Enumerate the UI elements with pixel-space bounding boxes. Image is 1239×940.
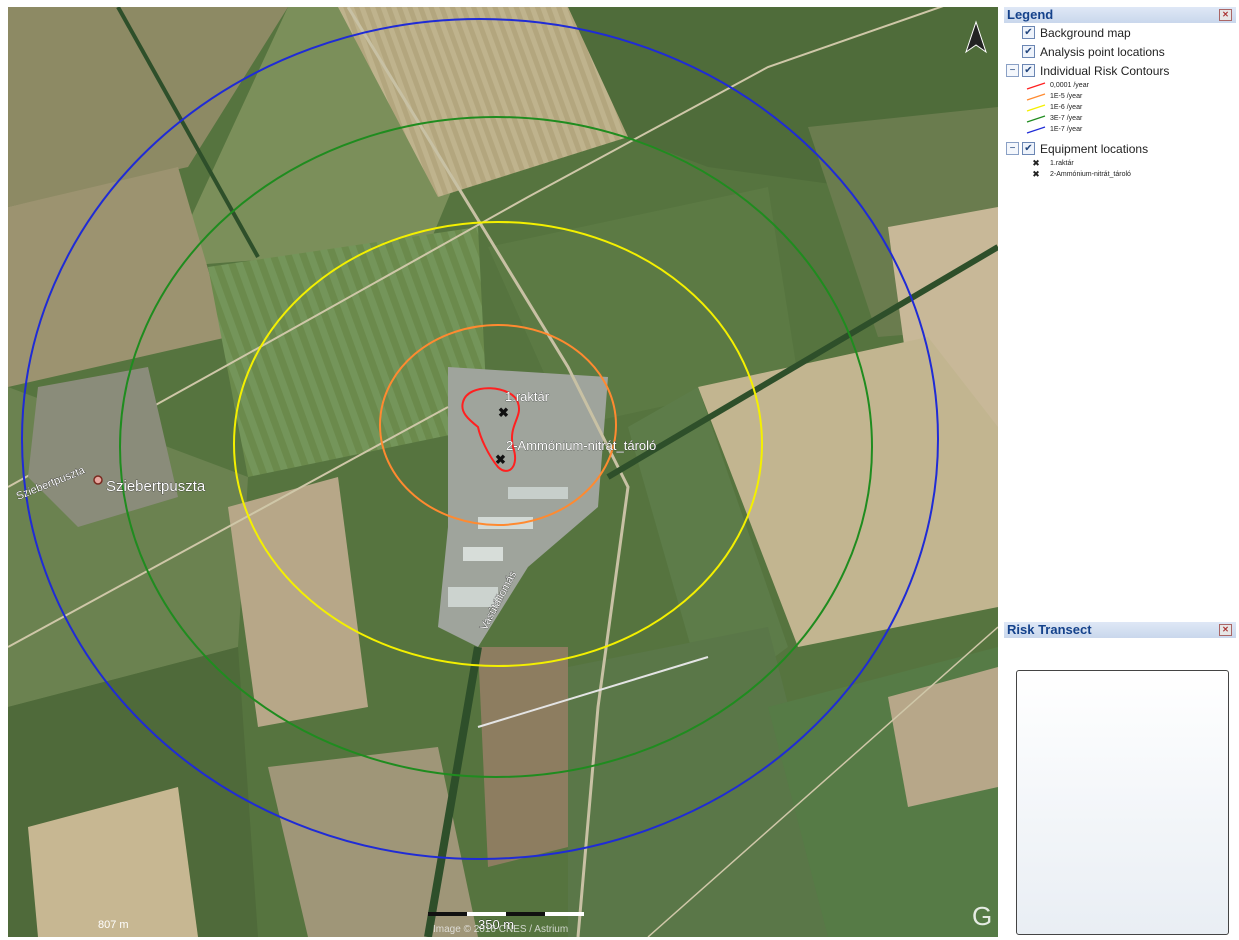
contour-label: 1E-5 /year [1050, 93, 1083, 100]
tree-line [606, 244, 998, 480]
contour-swatch [1026, 114, 1046, 123]
equipment-legend-entry: ✖ 1.raktár [1004, 158, 1236, 169]
field [268, 747, 478, 937]
building [508, 487, 568, 499]
place-label: Sziebertpuszta [106, 478, 206, 495]
legend-item-label: Equipment locations [1040, 141, 1149, 156]
legend-item-label: Individual Risk Contours [1040, 63, 1170, 78]
place-marker-icon [93, 475, 103, 485]
road [8, 406, 449, 648]
equipment-label: 1.raktár [1050, 160, 1074, 167]
field [888, 667, 998, 807]
village [28, 367, 178, 527]
checkbox[interactable]: ✔ [1022, 142, 1035, 155]
road [647, 626, 998, 937]
collapse-icon[interactable]: − [1006, 142, 1019, 155]
tree-line [424, 646, 482, 937]
building [478, 517, 533, 529]
contour-label: 3E-7 /year [1050, 115, 1083, 122]
road [477, 656, 709, 728]
equipment-marker-icon[interactable]: ✖ [498, 405, 509, 420]
equipment-label: 2-Ammónium-nitrát_tároló [1050, 171, 1131, 178]
contour-legend-entry: 1E-7 /year [1004, 124, 1236, 135]
transect-plot-area[interactable] [1016, 670, 1229, 935]
google-logo: G [972, 901, 992, 931]
transect-header: Risk Transect ✕ [1004, 622, 1236, 638]
contour-legend-entry: 1E-6 /year [1004, 102, 1236, 113]
contour-legend-entry: 3E-7 /year [1004, 113, 1236, 124]
field [208, 227, 488, 477]
satellite-map[interactable]: ✖ ✖ 1.raktár 2-Ammónium-nitrát_tároló Sz… [8, 7, 998, 937]
contour-1e-5 [379, 324, 617, 526]
field [8, 167, 228, 387]
legend-title: Legend [1007, 7, 1054, 22]
contour-1e-6 [233, 221, 763, 667]
scale-bar [428, 912, 584, 916]
field [478, 647, 568, 867]
equipment-label-1: 1.raktár [505, 389, 550, 404]
field [228, 477, 368, 727]
contour-swatch [1026, 81, 1046, 90]
equipment-label-2: 2-Ammónium-nitrát_tároló [506, 438, 656, 453]
road [346, 7, 630, 937]
transect-title: Risk Transect [1007, 622, 1092, 637]
attribution: Image © 2016 CNES / Astrium [433, 924, 568, 935]
scale-readout: 807 m [98, 919, 129, 931]
contour-swatch [1026, 125, 1046, 134]
legend-item-label: Analysis point locations [1040, 44, 1165, 59]
scale-bar-label: 350 m [478, 917, 514, 932]
checkbox[interactable]: ✔ [1022, 64, 1035, 77]
legend-item-background-map[interactable]: ✔ Background map [1004, 23, 1236, 42]
close-icon[interactable]: ✕ [1219, 9, 1232, 21]
equipment-legend-entry: ✖ 2-Ammónium-nitrát_tároló [1004, 169, 1236, 180]
road [8, 7, 944, 488]
checkbox[interactable]: ✔ [1022, 26, 1035, 39]
risk-transect-panel: Risk Transect ✕ [1004, 622, 1236, 938]
field [28, 787, 198, 937]
checkbox[interactable]: ✔ [1022, 45, 1035, 58]
legend-header: Legend ✕ [1004, 7, 1236, 23]
field [488, 187, 798, 427]
contour-label: 1E-7 /year [1050, 126, 1083, 133]
legend-item-risk-contours[interactable]: − ✔ Individual Risk Contours [1004, 61, 1236, 80]
contour-legend-entry: 1E-5 /year [1004, 91, 1236, 102]
building [463, 547, 503, 561]
contour-3e-7 [119, 116, 873, 778]
contour-swatch [1026, 92, 1046, 101]
tree-line [116, 7, 260, 258]
contour-label: 0,0001 /year [1050, 82, 1089, 89]
legend-item-equipment[interactable]: − ✔ Equipment locations [1004, 139, 1236, 158]
contour-swatch [1026, 103, 1046, 112]
field [628, 387, 788, 707]
contour-label: 1E-6 /year [1050, 104, 1083, 111]
field [8, 7, 288, 207]
legend-item-analysis-points[interactable]: ✔ Analysis point locations [1004, 42, 1236, 61]
field [338, 7, 628, 197]
building [448, 587, 498, 607]
contour-1e-4 [461, 387, 521, 472]
equipment-marker-icon[interactable]: ✖ [495, 452, 506, 467]
legend-panel: Legend ✕ ✔ Background map ✔ Analysis poi… [1004, 7, 1236, 242]
equipment-marker-icon: ✖ [1032, 158, 1040, 168]
north-arrow-icon [965, 20, 987, 54]
close-icon[interactable]: ✕ [1219, 624, 1232, 636]
map-canvas[interactable]: ✖ ✖ 1.raktár 2-Ammónium-nitrát_tároló Sz… [8, 7, 998, 937]
equipment-marker-icon: ✖ [1032, 169, 1040, 179]
legend-item-label: Background map [1040, 25, 1131, 40]
contour-1e-7 [21, 18, 939, 860]
contour-legend-entry: 0,0001 /year [1004, 80, 1236, 91]
field [698, 337, 998, 647]
collapse-icon[interactable]: − [1006, 64, 1019, 77]
